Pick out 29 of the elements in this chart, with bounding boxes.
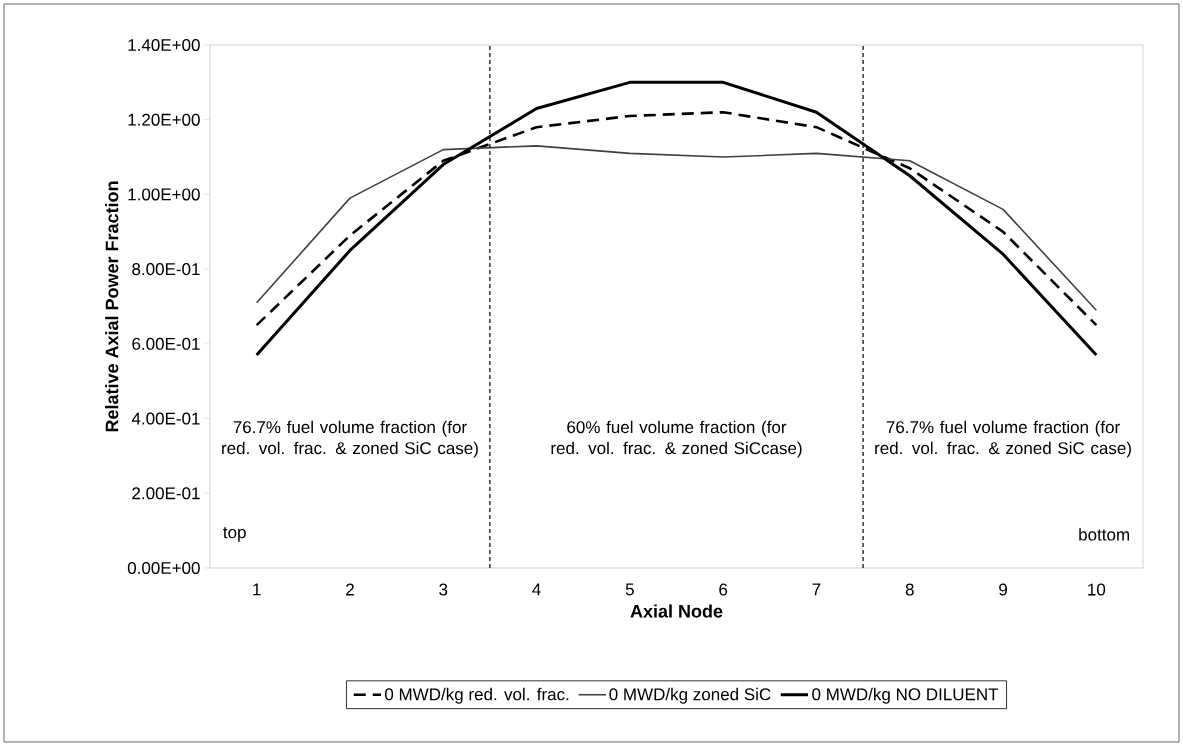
x-tick-label: 6 — [719, 583, 728, 596]
annotation: bottom — [1079, 528, 1130, 541]
annotation: top — [223, 527, 246, 542]
x-tick-label: 10 — [1088, 583, 1106, 596]
y-tick-label: 6.00E-01 — [132, 337, 200, 350]
y-tick-label: 0.00E+00 — [127, 561, 200, 575]
y-tick-label: 1.40E+00 — [128, 38, 200, 52]
legend-label: 0 MWD/kg red. vol. frac. — [385, 687, 569, 704]
annotation: 76.7% fuel volume fraction (for red. vol. frac. & zoned SiC case) — [875, 420, 1131, 458]
x-tick-label: 3 — [439, 583, 448, 596]
y-tick-label: 1.00E+00 — [128, 188, 200, 201]
x-tick-label: 5 — [625, 583, 634, 596]
x-tick-label: 9 — [999, 583, 1007, 596]
x-axis-title: Axial Node — [630, 604, 723, 618]
legend-label: 0 MWD/kg zoned SiC — [609, 687, 771, 704]
y-tick-label: 2.00E-01 — [132, 487, 200, 500]
line-series — [255, 145, 1098, 312]
y-tick-label: 8.00E-01 — [132, 263, 200, 276]
y-axis-title: Relative Axial Power Fraction — [105, 181, 119, 432]
annotation: 60% fuel volume fraction (for red. vol. frac. & zoned SiCcase) — [551, 420, 802, 458]
x-tick-label: 4 — [532, 583, 541, 596]
y-tick-label: 1.20E+00 — [128, 113, 200, 126]
x-tick-label: 7 — [812, 583, 821, 596]
legend-label: 0 MWD/kg NO DILUENT — [812, 687, 999, 704]
annotation: 76.7% fuel volume fraction (for red. vol. frac. & zoned SiC case) — [222, 420, 478, 458]
x-tick-label: 2 — [346, 583, 354, 596]
x-tick-label: 1 — [253, 583, 261, 596]
x-tick-label: 8 — [905, 583, 914, 596]
y-tick-label: 4.00E-01 — [131, 412, 200, 425]
